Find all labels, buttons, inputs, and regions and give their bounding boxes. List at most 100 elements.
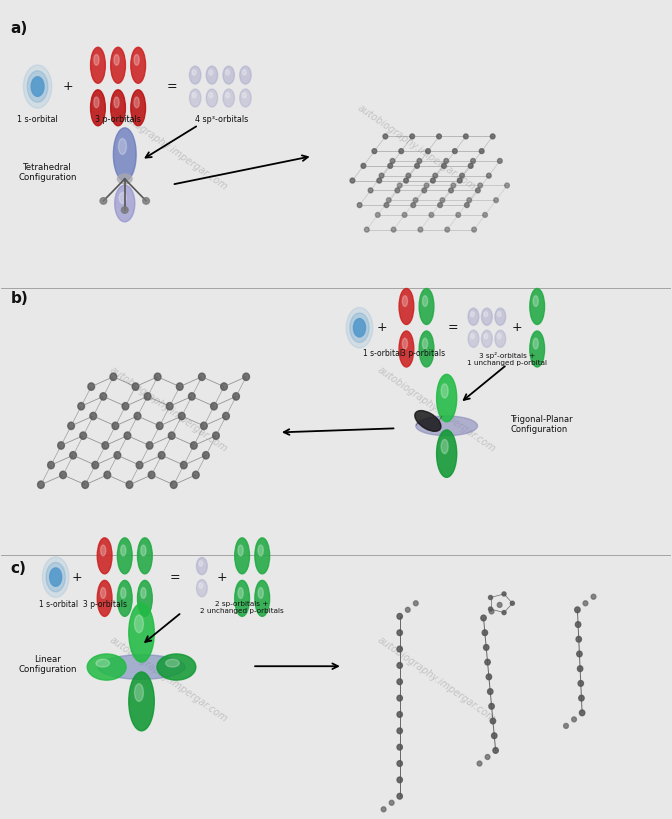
Ellipse shape [68,422,75,429]
Ellipse shape [576,636,581,642]
Text: autobiography.impergar.com: autobiography.impergar.com [376,635,497,724]
Ellipse shape [121,587,126,599]
Ellipse shape [92,461,99,468]
Ellipse shape [572,717,577,722]
Ellipse shape [223,89,235,107]
Ellipse shape [238,587,243,599]
Text: +: + [72,571,83,584]
Ellipse shape [196,558,207,575]
Ellipse shape [31,77,44,97]
Ellipse shape [489,595,493,600]
Ellipse shape [479,149,484,154]
Ellipse shape [399,149,404,154]
Ellipse shape [415,410,441,432]
Text: +: + [216,571,227,584]
Ellipse shape [476,188,480,192]
Ellipse shape [226,93,230,98]
Ellipse shape [104,471,111,478]
Ellipse shape [403,212,407,217]
Ellipse shape [484,333,488,339]
Ellipse shape [372,149,377,154]
Ellipse shape [28,71,48,102]
Ellipse shape [159,451,165,459]
Ellipse shape [497,159,502,164]
Ellipse shape [492,733,497,739]
Ellipse shape [94,97,99,108]
Ellipse shape [50,568,62,586]
Ellipse shape [530,331,544,367]
Ellipse shape [192,471,199,478]
Ellipse shape [100,197,107,204]
Ellipse shape [350,178,355,183]
Ellipse shape [192,70,196,75]
Ellipse shape [353,319,366,337]
Ellipse shape [433,173,437,178]
Ellipse shape [240,66,251,84]
Text: Trigonal-Planar
Configuration: Trigonal-Planar Configuration [510,414,573,434]
Ellipse shape [489,704,495,709]
Ellipse shape [397,695,403,701]
Ellipse shape [169,432,175,439]
Ellipse shape [209,70,213,75]
Ellipse shape [132,383,139,391]
Ellipse shape [481,615,487,621]
Text: 2 sp-orbitals +
2 unchanged p-orbitals: 2 sp-orbitals + 2 unchanged p-orbitals [200,601,284,614]
Ellipse shape [445,227,450,232]
Ellipse shape [397,663,403,668]
Ellipse shape [235,581,249,617]
Ellipse shape [198,373,205,381]
Ellipse shape [223,66,235,84]
Ellipse shape [510,601,514,605]
Text: =: = [170,571,180,584]
Ellipse shape [58,441,65,449]
Ellipse shape [202,451,209,459]
Ellipse shape [124,432,131,439]
Ellipse shape [91,48,106,84]
Ellipse shape [138,538,153,574]
Ellipse shape [243,93,247,98]
Ellipse shape [358,202,362,207]
Ellipse shape [255,581,269,617]
Ellipse shape [397,712,403,717]
Ellipse shape [192,93,196,98]
Ellipse shape [404,178,409,183]
Ellipse shape [48,461,54,468]
Ellipse shape [200,422,207,429]
Ellipse shape [451,183,456,188]
Ellipse shape [449,188,454,192]
Text: +: + [512,321,522,334]
Ellipse shape [101,587,106,599]
Ellipse shape [134,55,139,66]
Text: a): a) [11,21,28,36]
Ellipse shape [386,197,391,202]
Ellipse shape [405,608,410,613]
Ellipse shape [579,710,585,716]
Ellipse shape [418,227,423,232]
Ellipse shape [440,197,445,202]
Ellipse shape [258,545,263,556]
Ellipse shape [491,134,495,139]
Ellipse shape [583,601,588,606]
Ellipse shape [97,581,112,617]
Ellipse shape [397,646,403,652]
Ellipse shape [397,613,403,619]
Ellipse shape [134,97,139,108]
Ellipse shape [199,583,203,588]
Ellipse shape [495,330,505,347]
Ellipse shape [222,412,229,419]
Ellipse shape [437,374,457,422]
Ellipse shape [171,481,177,488]
Ellipse shape [118,174,132,183]
Ellipse shape [482,308,493,325]
Ellipse shape [238,545,243,556]
Ellipse shape [114,55,119,66]
Ellipse shape [397,777,403,783]
Ellipse shape [96,659,110,667]
Ellipse shape [100,393,107,400]
Ellipse shape [391,227,396,232]
Ellipse shape [437,430,457,477]
Text: =: = [448,321,459,334]
Ellipse shape [134,412,141,419]
Text: autobiography.impergar.com: autobiography.impergar.com [376,364,497,455]
Ellipse shape [484,311,488,317]
